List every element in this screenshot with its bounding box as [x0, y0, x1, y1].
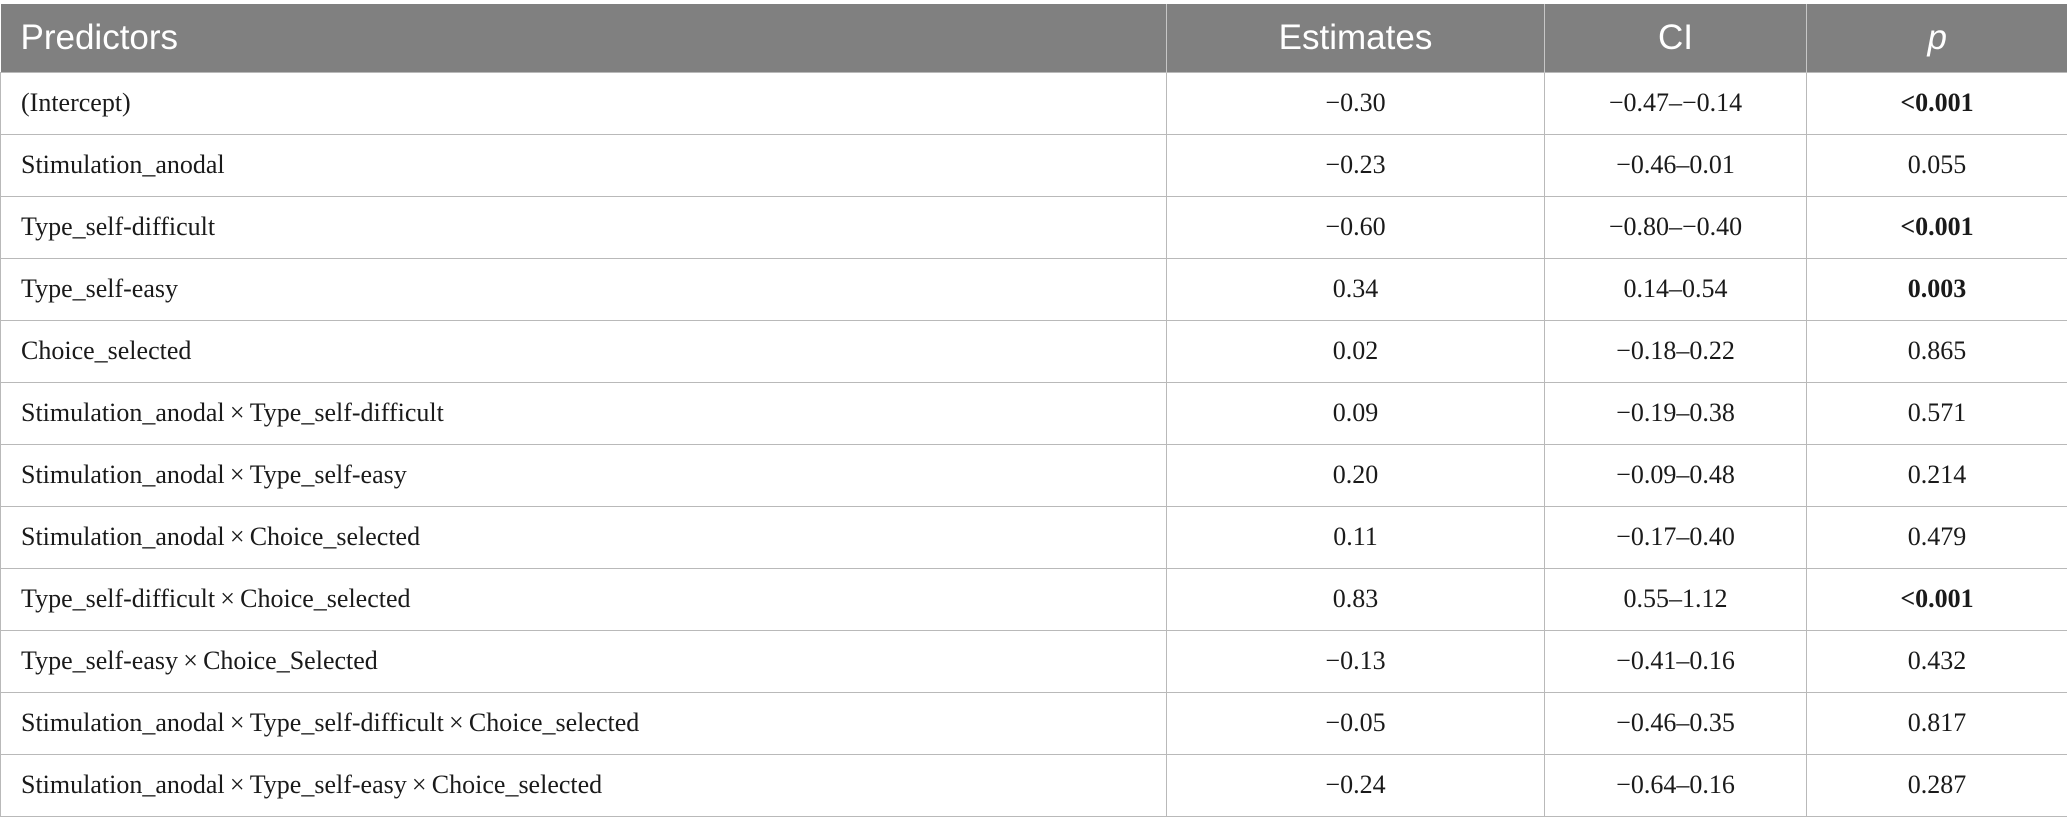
- cell-estimate: 0.11: [1166, 505, 1545, 569]
- header-estimates: Estimates: [1166, 4, 1545, 72]
- table-row: Type_self-difficult × Choice_selected 0.8…: [0, 567, 2067, 631]
- cell-estimate: 0.02: [1166, 319, 1545, 383]
- table-row: Stimulation_anodal × Type_self-easy 0.20−…: [0, 443, 2067, 507]
- cell-p-value: 0.055: [1806, 133, 2067, 197]
- cell-estimate: −0.23: [1166, 133, 1545, 197]
- cell-ci: −0.46–0.35: [1544, 691, 1807, 755]
- table-row: Stimulation_anodal × Type_self-difficult…: [0, 691, 2067, 755]
- cell-ci: −0.41–0.16: [1544, 629, 1807, 693]
- cell-ci: −0.47–−0.14: [1544, 71, 1807, 135]
- cell-p-value: 0.003: [1806, 257, 2067, 321]
- header-predictors: Predictors: [0, 4, 1167, 72]
- cell-estimate: 0.34: [1166, 257, 1545, 321]
- cell-p-value: 0.432: [1806, 629, 2067, 693]
- table-row: Type_self-easy × Choice_Selected −0.13 −0.…: [0, 629, 2067, 693]
- cell-predictor: Stimulation_anodal: [0, 133, 1167, 197]
- table-row: Stimulation_anodal × Type_self-easy × Ch…: [0, 753, 2067, 817]
- regression-table: Predictors Estimates CI p (Intercept) −0.…: [0, 4, 2067, 817]
- cell-ci: −0.17–0.40: [1544, 505, 1807, 569]
- cell-p-value: 0.479: [1806, 505, 2067, 569]
- cell-ci: −0.64–0.16: [1544, 753, 1807, 817]
- cell-estimate: −0.60: [1166, 195, 1545, 259]
- table-row: Stimulation_anodal × Type_self-difficult…: [0, 381, 2067, 445]
- cell-predictor: Choice_selected: [0, 319, 1167, 383]
- table-row: Type_self-easy 0.34 0.14–0.54 0.003: [0, 257, 2067, 321]
- cell-ci: 0.14–0.54: [1544, 257, 1807, 321]
- cell-predictor: (Intercept): [0, 71, 1167, 135]
- header-p: p: [1806, 4, 2067, 72]
- table-row: Type_self-difficult −0.60 −0.80–−0.40 <0.00…: [0, 195, 2067, 259]
- header-row: Predictors Estimates CI p: [0, 4, 2067, 72]
- table-header: Predictors Estimates CI p: [0, 4, 2067, 72]
- cell-predictor: Type_self-easy: [0, 257, 1167, 321]
- cell-ci: −0.19–0.38: [1544, 381, 1807, 445]
- cell-ci: 0.55–1.12: [1544, 567, 1807, 631]
- cell-p-value: <0.001: [1806, 195, 2067, 259]
- header-ci: CI: [1544, 4, 1807, 72]
- cell-p-value: 0.214: [1806, 443, 2067, 507]
- table-row: Stimulation_anodal × Choice_selected 0.11…: [0, 505, 2067, 569]
- cell-predictor: Stimulation_anodal × Type_self-easy × Ch…: [0, 753, 1167, 817]
- cell-p-value: 0.287: [1806, 753, 2067, 817]
- cell-predictor: Stimulation_anodal × Choice_selected: [0, 505, 1167, 569]
- cell-predictor: Type_self-difficult: [0, 195, 1167, 259]
- cell-ci: −0.09–0.48: [1544, 443, 1807, 507]
- cell-p-value: 0.817: [1806, 691, 2067, 755]
- regression-table-container: Predictors Estimates CI p (Intercept) −0.…: [0, 4, 2067, 817]
- cell-p-value: 0.571: [1806, 381, 2067, 445]
- cell-estimate: 0.20: [1166, 443, 1545, 507]
- cell-predictor: Type_self-easy × Choice_Selected: [0, 629, 1167, 693]
- cell-estimate: −0.30: [1166, 71, 1545, 135]
- cell-p-value: <0.001: [1806, 71, 2067, 135]
- table-row: (Intercept) −0.30 −0.47–−0.14 <0.001: [0, 71, 2067, 135]
- cell-ci: −0.80–−0.40: [1544, 195, 1807, 259]
- cell-estimate: −0.13: [1166, 629, 1545, 693]
- cell-predictor: Type_self-difficult × Choice_selected: [0, 567, 1167, 631]
- cell-predictor: Stimulation_anodal × Type_self-difficult: [0, 381, 1167, 445]
- table-row: Choice_selected 0.02 −0.18–0.22 0.865: [0, 319, 2067, 383]
- cell-estimate: 0.09: [1166, 381, 1545, 445]
- cell-predictor: Stimulation_anodal × Type_self-difficult…: [0, 691, 1167, 755]
- cell-p-value: <0.001: [1806, 567, 2067, 631]
- cell-ci: −0.46–0.01: [1544, 133, 1807, 197]
- cell-p-value: 0.865: [1806, 319, 2067, 383]
- table-row: Stimulation_anodal −0.23 −0.46–0.01 0.055: [0, 133, 2067, 197]
- table-body: (Intercept) −0.30 −0.47–−0.14 <0.001 Stimula…: [0, 71, 2067, 817]
- cell-ci: −0.18–0.22: [1544, 319, 1807, 383]
- cell-estimate: −0.24: [1166, 753, 1545, 817]
- cell-estimate: −0.05: [1166, 691, 1545, 755]
- cell-estimate: 0.83: [1166, 567, 1545, 631]
- cell-predictor: Stimulation_anodal × Type_self-easy: [0, 443, 1167, 507]
